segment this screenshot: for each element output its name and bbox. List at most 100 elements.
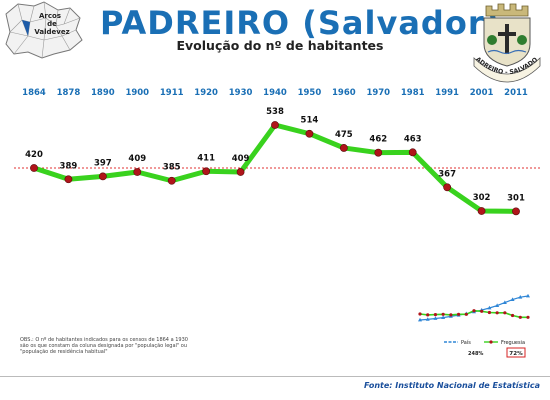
mini-pais-point: [433, 316, 438, 320]
data-label-1970: 462: [369, 135, 387, 145]
map-label-line-3: Valdevez: [34, 28, 69, 36]
data-points: [30, 121, 520, 216]
coat-of-arms-seal: PADREIRO - SALVADOR: [470, 2, 541, 83]
page-title: PADREIRO (Salvador): [100, 4, 501, 42]
year-label-1864: 1864: [22, 88, 46, 98]
year-label-1920: 1920: [194, 88, 218, 98]
legend-freguesia-label: Freguesia: [501, 340, 525, 346]
map-highlight-parish: [22, 20, 30, 36]
data-label-1991: 367: [438, 169, 456, 179]
data-point-2011: [512, 207, 520, 216]
shield-tree-left: [487, 35, 497, 45]
data-point-1991: [443, 183, 452, 192]
year-label-2011: 2011: [504, 88, 528, 98]
mini-points-freguesia: [418, 309, 530, 319]
mini-freguesia-point: [503, 311, 507, 315]
data-label-1940: 538: [266, 107, 284, 117]
mini-pais-point: [418, 317, 422, 322]
year-label-2001: 2001: [470, 88, 494, 98]
year-label-1960: 1960: [332, 88, 356, 98]
data-labels: 420 389 397 409 385 411 409 538 514 475 462 463 367 3…: [25, 107, 525, 203]
data-label-2011: 301: [507, 193, 525, 203]
data-point-1940: [271, 121, 279, 129]
year-label-1950: 1950: [298, 88, 322, 98]
data-point-1890: [98, 172, 107, 181]
mini-pais-point: [518, 295, 523, 299]
mini-pais-point: [526, 294, 530, 298]
mini-freguesia-point: [526, 315, 530, 319]
shield-cross-icon: [498, 24, 516, 54]
source-credit: Fonte: Instituto Nacional de Estatística: [363, 381, 540, 390]
pct-freguesia-label: 72%: [509, 351, 523, 357]
mini-pais-point: [495, 303, 500, 307]
legend-freguesia-marker: [489, 340, 493, 344]
legend-pais-label: País: [461, 339, 471, 346]
data-point-1864: [30, 164, 38, 172]
comparison-mini-chart: País Freguesia 248% 72%: [418, 294, 530, 358]
mini-freguesia-point: [426, 313, 430, 317]
mini-pais-point: [425, 317, 430, 321]
map-outline: [5, 1, 83, 59]
mini-pais-point: [487, 305, 492, 310]
year-label-1900: 1900: [125, 88, 149, 98]
data-point-2001: [477, 207, 486, 215]
footer-divider: [0, 376, 550, 377]
data-label-1981: 463: [404, 134, 422, 144]
data-point-1920: [202, 167, 211, 176]
mini-freguesia-point: [418, 312, 422, 316]
year-label-1991: 1991: [435, 88, 459, 98]
mini-pais-point: [441, 315, 446, 319]
data-label-1930: 409: [232, 154, 250, 164]
shield-tree-right: [517, 35, 527, 45]
mini-freguesia-point: [441, 312, 445, 316]
year-label-1940: 1940: [263, 88, 287, 98]
year-label-1930: 1930: [229, 88, 253, 98]
year-label-1878: 1878: [57, 88, 81, 98]
data-label-2001: 302: [473, 193, 491, 203]
data-point-1911: [167, 176, 176, 185]
year-label-1981: 1981: [401, 88, 425, 98]
data-label-1864: 420: [25, 150, 43, 160]
data-point-1878: [64, 175, 73, 184]
mini-freguesia-point: [480, 309, 484, 313]
data-label-1960: 475: [335, 130, 353, 140]
shield-water: [487, 49, 527, 55]
mini-freguesia-point: [464, 312, 468, 316]
mini-pais-point: [502, 300, 507, 304]
seal-ribbon: [473, 57, 541, 83]
municipality-map: Arcos de Valdevez: [5, 1, 83, 59]
mini-freguesia-point: [510, 313, 515, 318]
data-point-1981: [408, 148, 417, 157]
data-label-1950: 514: [301, 116, 319, 126]
data-label-1920: 411: [197, 153, 215, 163]
data-point-1950: [305, 129, 314, 138]
map-label-line-1: Arcos: [39, 12, 61, 20]
mini-freguesia-point: [472, 309, 476, 313]
data-point-1930: [236, 168, 245, 176]
mini-points-pais: [418, 294, 530, 322]
year-label-1890: 1890: [91, 88, 115, 98]
year-label-1911: 1911: [160, 88, 184, 98]
data-point-1960: [339, 144, 348, 152]
mini-pais-point: [510, 297, 515, 301]
pct-freguesia-box: [506, 347, 526, 358]
data-point-1970: [374, 148, 383, 157]
data-label-1900: 409: [128, 154, 146, 164]
mini-freguesia-point: [449, 313, 453, 317]
mini-freguesia-point: [487, 310, 492, 315]
mini-freguesia-point: [518, 315, 522, 319]
mini-freguesia-point: [433, 313, 438, 317]
pct-pais-label: 248%: [468, 351, 483, 357]
year-axis-labels: 1864 1878 1890 1900 1911 1920 1930 1940 1950 1960…: [22, 88, 528, 98]
chart-subtitle: Evolução do nº de habitantes: [176, 38, 384, 53]
footnote: OBS.: O nº de habitantes indicados para …: [20, 337, 188, 356]
data-label-1878: 389: [60, 161, 78, 171]
data-point-1900: [133, 168, 142, 176]
data-label-1890: 397: [94, 158, 112, 168]
mini-freguesia-point: [456, 312, 461, 316]
mini-freguesia-point: [495, 311, 499, 315]
map-label-line-2: de: [47, 20, 57, 28]
mural-crown: [485, 3, 529, 17]
year-label-1970: 1970: [366, 88, 390, 98]
